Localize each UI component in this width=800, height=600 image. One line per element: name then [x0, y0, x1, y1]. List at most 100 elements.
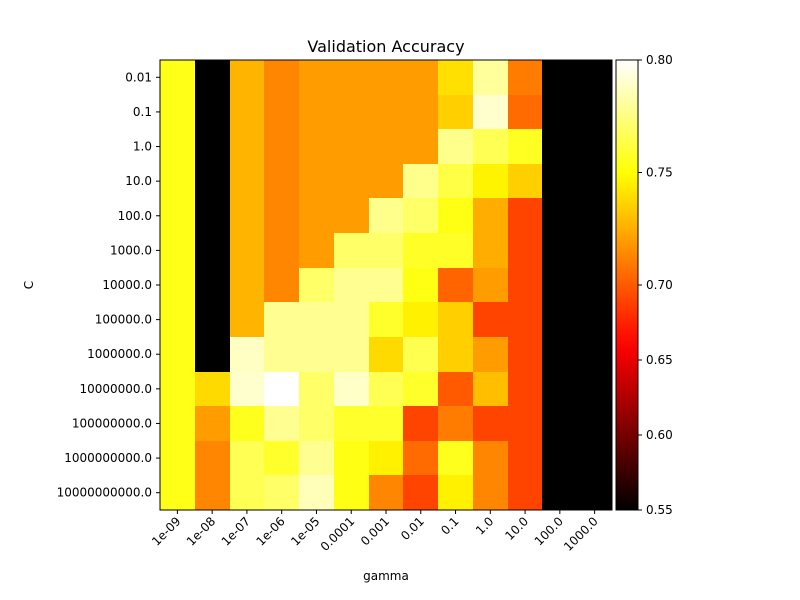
heatmap-cell: [577, 372, 612, 406]
heatmap-cell: [403, 164, 438, 198]
colorbar-gradient: [615, 59, 639, 511]
heatmap-cell: [403, 60, 438, 95]
heatmap-cell: [299, 268, 334, 302]
heatmap-cell: [438, 164, 473, 198]
heatmap-cell: [369, 60, 403, 95]
x-tick-label: 0.1: [438, 514, 461, 537]
heatmap-cell: [195, 441, 230, 475]
colorbar: 0.55 0.60 0.65 0.70 0.75 0.80: [615, 53, 673, 517]
heatmap-cell: [160, 475, 195, 510]
heatmap-cell: [438, 60, 473, 95]
heatmap-cell: [369, 441, 403, 475]
heatmap-cell: [473, 95, 508, 129]
heatmap-cell: [334, 198, 369, 233]
heatmap-cell: [160, 372, 195, 406]
colorbar-tick-label: 0.80: [646, 53, 673, 67]
heatmap-cell: [542, 268, 577, 302]
heatmap-cell: [508, 60, 542, 95]
heatmap-cell: [369, 198, 403, 233]
heatmap-cell: [299, 95, 334, 129]
heatmap-cell: [542, 475, 577, 510]
heatmap-cell: [508, 164, 542, 198]
colorbar-tick-label: 0.70: [646, 278, 673, 292]
heatmap-cell: [195, 164, 230, 198]
heatmap-cell: [230, 302, 264, 337]
x-tick-label: 0.001: [358, 514, 392, 548]
heatmap-cell: [508, 302, 542, 337]
heatmap-cell: [160, 129, 195, 164]
heatmap-cell: [195, 372, 230, 406]
heatmap-cell: [230, 475, 264, 510]
heatmap-cell: [473, 129, 508, 164]
heatmap-cell: [577, 302, 612, 337]
y-tick-label: 1000000000.0: [64, 451, 152, 465]
colorbar-tick-label: 0.60: [646, 428, 673, 442]
heatmap-cell: [577, 164, 612, 198]
heatmap-cell: [299, 441, 334, 475]
heatmap-cell: [438, 337, 473, 372]
x-tick-label: 1e-09: [149, 514, 183, 548]
heatmap-cell: [403, 406, 438, 441]
heatmap-cell: [403, 198, 438, 233]
heatmap-cell: [438, 441, 473, 475]
heatmap-cell: [264, 475, 299, 510]
heatmap-cell: [577, 337, 612, 372]
x-tick-label: 1.0: [473, 514, 496, 537]
heatmap-cell: [542, 406, 577, 441]
heatmap-cell: [230, 441, 264, 475]
heatmap-cell: [230, 406, 264, 441]
heatmap-cell: [160, 60, 195, 95]
heatmap-cell: [195, 406, 230, 441]
heatmap-cell: [508, 372, 542, 406]
heatmap-cell: [438, 372, 473, 406]
heatmap-cell: [264, 337, 299, 372]
heatmap-cell: [577, 475, 612, 510]
heatmap-cell: [542, 441, 577, 475]
heatmap-cell: [577, 268, 612, 302]
heatmap-cell: [160, 198, 195, 233]
heatmap-cell: [508, 441, 542, 475]
heatmap-cell: [473, 164, 508, 198]
heatmap-cell: [230, 129, 264, 164]
heatmap-cell: [473, 60, 508, 95]
heatmap-cell: [508, 198, 542, 233]
heatmap-cell: [438, 95, 473, 129]
heatmap-cell: [508, 129, 542, 164]
heatmap-cell: [195, 475, 230, 510]
heatmap-cell: [577, 198, 612, 233]
heatmap-cell: [334, 475, 369, 510]
heatmap-cell: [438, 268, 473, 302]
heatmap-cell: [403, 268, 438, 302]
heatmap-cell: [230, 233, 264, 268]
heatmap-cell: [299, 406, 334, 441]
heatmap-cell: [577, 441, 612, 475]
heatmap-cell: [160, 441, 195, 475]
heatmap-cell: [160, 337, 195, 372]
heatmap-cell: [577, 129, 612, 164]
heatmap-cell: [160, 302, 195, 337]
heatmap-cell: [195, 233, 230, 268]
heatmap-cell: [334, 164, 369, 198]
heatmap-cell: [334, 233, 369, 268]
heatmap-cell: [230, 164, 264, 198]
y-tick-label: 1.0: [133, 140, 152, 154]
heatmap-cell: [264, 129, 299, 164]
colorbar-tick-label: 0.65: [646, 353, 673, 367]
colorbar-tick-label: 0.55: [646, 503, 673, 517]
heatmap-cell: [542, 60, 577, 95]
heatmap-cell: [403, 95, 438, 129]
heatmap-cell: [508, 233, 542, 268]
heatmap-cell: [299, 60, 334, 95]
heatmap-cell: [508, 337, 542, 372]
heatmap-cell: [369, 129, 403, 164]
heatmap-cell: [508, 268, 542, 302]
x-tick-label: 10.0: [502, 514, 531, 543]
heatmap-cell: [438, 406, 473, 441]
heatmap-cell: [299, 372, 334, 406]
heatmap-cell: [369, 302, 403, 337]
heatmap-cells: [159, 59, 613, 511]
heatmap-cell: [264, 233, 299, 268]
heatmap-cell: [264, 302, 299, 337]
heatmap-cell: [369, 268, 403, 302]
heatmap-cell: [438, 475, 473, 510]
